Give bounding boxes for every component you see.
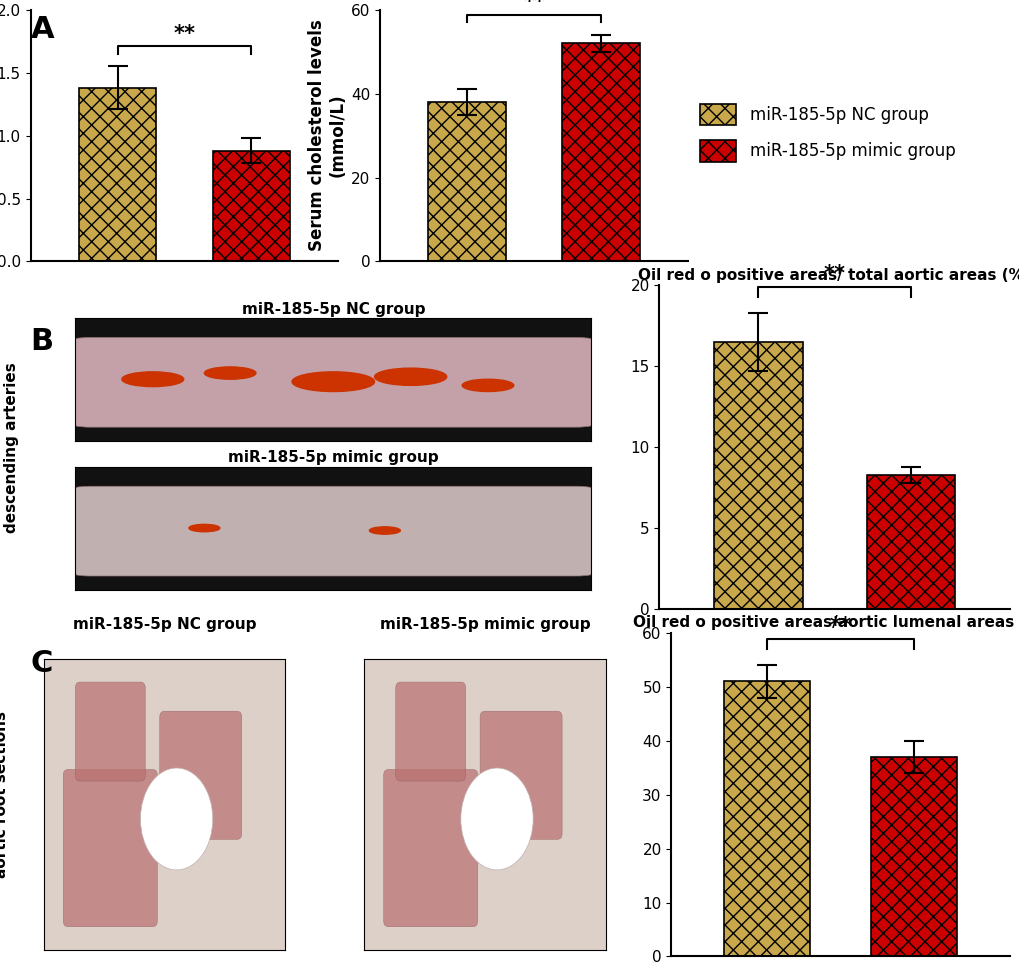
Bar <box>561 43 639 262</box>
Text: **: ** <box>523 0 544 13</box>
Legend: miR-185-5p NC group, miR-185-5p mimic group: miR-185-5p NC group, miR-185-5p mimic gr… <box>696 101 958 165</box>
Title: Oil red o positive areas/ total aortic areas (%): Oil red o positive areas/ total aortic a… <box>638 267 1019 283</box>
Text: B: B <box>31 327 54 356</box>
Text: **: ** <box>828 616 851 636</box>
Y-axis label: Serum cholesterol levels
(mmol/L): Serum cholesterol levels (mmol/L) <box>308 20 346 252</box>
Title: miR-185-5p NC group: miR-185-5p NC group <box>72 617 256 631</box>
Text: miR-185-5p NC group: miR-185-5p NC group <box>242 302 425 316</box>
Title: Oil red o positive areas/aortic lumenal areas (%): Oil red o positive areas/aortic lumenal … <box>632 615 1019 630</box>
Text: Oil red O staining of
aortic root sections: Oil red O staining of aortic root sectio… <box>0 709 9 881</box>
Text: A: A <box>31 15 54 44</box>
Text: **: ** <box>822 264 845 284</box>
Bar <box>723 681 809 956</box>
Text: miR-185-5p mimic group: miR-185-5p mimic group <box>228 450 438 466</box>
Bar <box>428 102 505 262</box>
Bar <box>870 757 956 956</box>
Text: **: ** <box>173 23 196 44</box>
Text: Oil red O staining of
descending arteries: Oil red O staining of descending arterie… <box>0 361 18 533</box>
Bar <box>866 474 954 609</box>
Bar <box>713 342 802 609</box>
Text: C: C <box>31 649 53 678</box>
Title: miR-185-5p mimic group: miR-185-5p mimic group <box>379 617 590 631</box>
Bar <box>78 88 156 262</box>
Bar <box>212 150 289 262</box>
